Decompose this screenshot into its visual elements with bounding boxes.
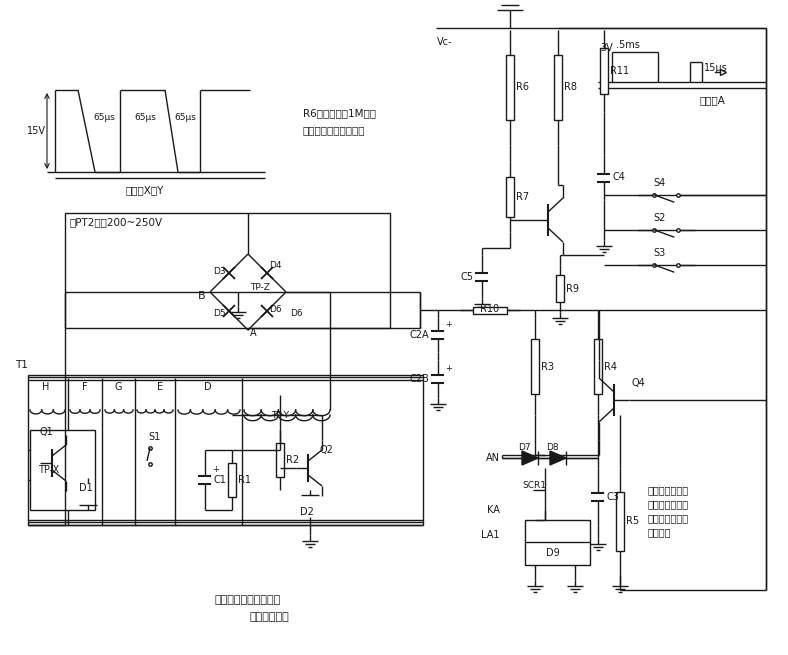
Bar <box>65 213 390 328</box>
Text: D8: D8 <box>545 443 559 451</box>
Bar <box>616 491 624 552</box>
Text: A: A <box>250 328 257 338</box>
Text: D1: D1 <box>79 483 93 493</box>
Text: D9: D9 <box>546 548 560 558</box>
Text: Q2: Q2 <box>320 445 334 455</box>
Bar <box>474 307 507 314</box>
Text: 65μs: 65μs <box>174 113 196 122</box>
Text: D: D <box>204 382 212 392</box>
Text: R6可以增大到1M，以: R6可以增大到1M，以 <box>303 108 376 118</box>
Text: R4: R4 <box>604 362 617 371</box>
Polygon shape <box>522 451 538 465</box>
Bar <box>531 339 539 394</box>
Text: R8: R8 <box>564 83 577 92</box>
Text: 15V: 15V <box>27 126 46 136</box>
Bar <box>594 339 602 394</box>
Text: G: G <box>114 382 122 392</box>
Text: R5: R5 <box>626 517 639 527</box>
Text: C2A: C2A <box>410 330 429 340</box>
Text: C1: C1 <box>214 475 226 485</box>
Text: SCR1: SCR1 <box>522 481 546 489</box>
Text: 测试点X和Y: 测试点X和Y <box>126 185 164 195</box>
Text: F: F <box>82 382 87 392</box>
Text: TP-Z: TP-Z <box>250 284 269 293</box>
Text: R7: R7 <box>516 192 529 202</box>
Text: TP-X: TP-X <box>38 465 59 475</box>
Bar <box>525 520 590 565</box>
Text: R11: R11 <box>610 66 629 76</box>
Text: R6: R6 <box>516 83 529 92</box>
Text: 获得真正的低脉冲频率: 获得真正的低脉冲频率 <box>303 125 366 135</box>
Text: C4: C4 <box>612 172 626 183</box>
Text: S4: S4 <box>654 178 666 188</box>
Text: D2: D2 <box>300 507 314 517</box>
Bar <box>228 463 236 496</box>
Text: +: + <box>445 364 452 373</box>
Text: C5: C5 <box>460 272 474 282</box>
Bar <box>276 443 284 477</box>
Text: 3V: 3V <box>600 43 613 53</box>
Text: B: B <box>198 291 206 301</box>
Bar <box>506 55 514 120</box>
Bar <box>554 55 562 120</box>
Text: R2: R2 <box>286 455 299 465</box>
Text: Q1: Q1 <box>40 427 54 437</box>
Text: Vc-: Vc- <box>437 37 452 47</box>
Text: 65μs: 65μs <box>134 113 156 122</box>
Text: C2B: C2B <box>410 374 429 384</box>
Text: +: + <box>213 465 219 474</box>
Text: 在PT2测量200~250V: 在PT2测量200~250V <box>70 217 163 227</box>
Text: D4: D4 <box>269 261 281 269</box>
Text: 15μs: 15μs <box>704 63 728 73</box>
Text: H: H <box>43 382 50 392</box>
Polygon shape <box>550 451 566 465</box>
Bar <box>556 275 564 302</box>
Text: KA: KA <box>487 505 500 515</box>
Text: R3: R3 <box>541 362 554 371</box>
Text: R1: R1 <box>238 475 251 485</box>
Text: D5: D5 <box>213 309 225 318</box>
Text: 测试点A: 测试点A <box>700 95 726 105</box>
Bar <box>30 430 95 510</box>
Text: 可以选用微调激光脉冲: 可以选用微调激光脉冲 <box>215 595 281 605</box>
Text: C3: C3 <box>607 491 619 502</box>
Text: 不要超过几欧: 不要超过几欧 <box>250 612 290 622</box>
Text: 短很直，以消除: 短很直，以消除 <box>648 513 690 523</box>
Text: D7: D7 <box>518 443 530 451</box>
Text: S2: S2 <box>654 213 666 223</box>
Text: 电。粗线必须很: 电。粗线必须很 <box>648 499 690 509</box>
Text: D3: D3 <box>213 267 225 276</box>
Text: +: + <box>445 320 452 329</box>
Text: T1: T1 <box>15 360 28 370</box>
Text: E: E <box>157 382 163 392</box>
Polygon shape <box>301 495 319 517</box>
Text: S3: S3 <box>654 248 666 258</box>
Bar <box>600 48 608 94</box>
Text: S1: S1 <box>148 432 160 442</box>
Text: 粗线代表电流放: 粗线代表电流放 <box>648 485 690 495</box>
Text: AN: AN <box>486 453 500 463</box>
Text: LA1: LA1 <box>481 530 500 540</box>
Text: TP-Y: TP-Y <box>271 411 289 419</box>
Bar <box>506 178 514 217</box>
Text: Q4: Q4 <box>632 378 645 388</box>
Text: .5ms: .5ms <box>616 40 640 50</box>
Bar <box>28 375 423 525</box>
Text: 杂散电感: 杂散电感 <box>648 527 671 537</box>
Text: D6: D6 <box>269 305 281 314</box>
Polygon shape <box>79 483 97 505</box>
Text: R9: R9 <box>566 284 579 293</box>
Text: R10: R10 <box>481 305 500 314</box>
Text: 65μs: 65μs <box>93 113 115 122</box>
Text: D6: D6 <box>290 309 303 318</box>
